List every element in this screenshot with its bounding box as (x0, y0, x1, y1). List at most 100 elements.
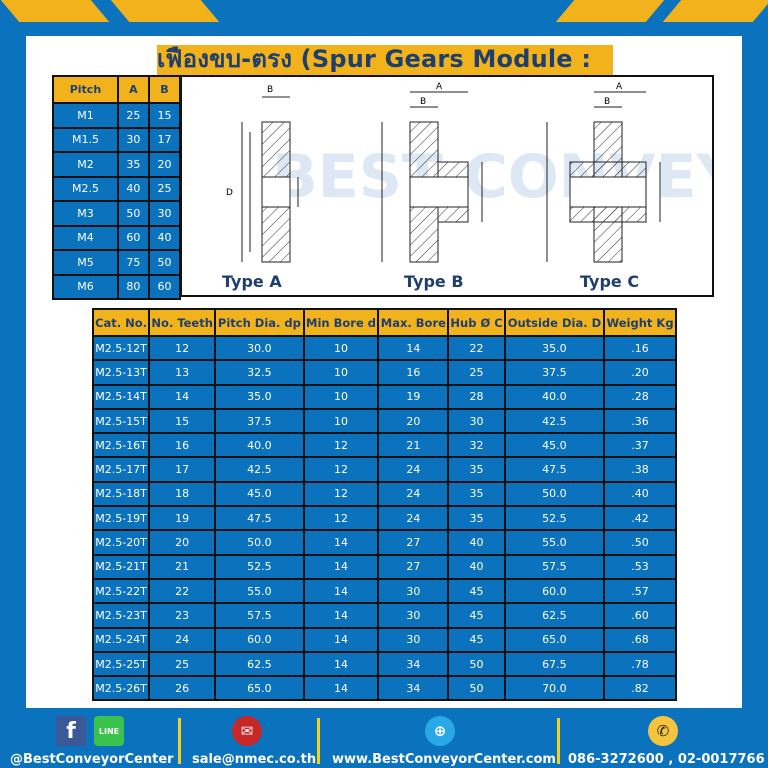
table-cell: 24 (377, 480, 450, 508)
table-cell: 50 (447, 675, 506, 702)
table-cell: 67.5 (503, 650, 606, 678)
table-row: M2.5-26T 26 65.0 14 34 50 70.0.82 (91, 675, 677, 702)
table-cell: 27 (377, 529, 450, 556)
table-cell: M2.5-17T (91, 456, 151, 483)
table-row: M1 25 15 (52, 102, 182, 129)
phone-icon[interactable]: ✆ (648, 716, 678, 746)
table-cell: M2.5-23T (91, 602, 151, 629)
table-cell: 24 (377, 456, 450, 483)
table-cell: 30 (377, 626, 450, 653)
column-header: Pitch (52, 75, 119, 104)
table-row: M5 75 50 (52, 249, 182, 276)
table-row: M2.5-15T 15 37.5 10 20 30 42.5.36 (91, 407, 677, 435)
table-cell: 40.0 (214, 432, 305, 459)
table-cell: M2.5-21T (91, 553, 151, 580)
table-cell: 17 (148, 456, 217, 483)
table-cell: .68 (603, 626, 677, 653)
table-cell: M2.5-13T (91, 359, 151, 386)
table-cell: 60.0 (214, 626, 305, 653)
table-cell: 25 (147, 175, 182, 202)
table-cell: 21 (148, 553, 217, 580)
table-cell: 37.5 (214, 407, 305, 435)
table-cell: 35.0 (214, 383, 305, 410)
facebook-icon[interactable]: f (56, 716, 86, 746)
footer: f LINE @BestConveyorCenter ✉ sale@nmec.c… (0, 710, 768, 768)
table-cell: 25 (447, 359, 506, 386)
table-cell: .78 (603, 650, 677, 678)
table-cell: M2.5-15T (91, 407, 151, 435)
table-cell: 40 (116, 175, 150, 202)
table-cell: 57.5 (214, 602, 305, 629)
header-row: Pitch A B (52, 75, 182, 104)
divider (178, 718, 181, 764)
table-cell: 28 (447, 383, 506, 410)
table-cell: 34 (377, 650, 450, 678)
table-cell: M5 (52, 249, 119, 276)
dim-label: A (436, 82, 443, 92)
website-link[interactable]: www.BestConveyorCenter.com (332, 752, 556, 767)
type-a-label: Type A (222, 272, 282, 291)
table-cell: 25 (148, 650, 217, 678)
table-row: M4 60 40 (52, 224, 182, 251)
table-cell: M2.5-12T (91, 334, 151, 362)
table-cell: 70.0 (503, 675, 606, 702)
table-cell: 27 (377, 553, 450, 580)
table-cell: M2.5 (52, 175, 119, 202)
table-row: M6 80 60 (52, 273, 182, 300)
dim-label: B (604, 97, 610, 107)
table-cell: 23 (148, 602, 217, 629)
table-cell: 32 (447, 432, 506, 459)
table-cell: 30 (116, 126, 150, 153)
type-c-diagram (546, 91, 661, 263)
table-cell: 14 (148, 383, 217, 410)
phone-numbers[interactable]: 086-3272600 , 02-0017766 (568, 752, 765, 767)
table-cell: 24 (148, 626, 217, 653)
table-row: M2.5-21T 21 52.5 14 27 40 57.5.53 (91, 553, 677, 580)
table-cell: 50 (147, 249, 182, 276)
globe-icon[interactable]: ⊕ (425, 716, 455, 746)
table-cell: 14 (302, 553, 380, 580)
table-cell: 14 (302, 602, 380, 629)
table-cell: 35 (447, 456, 506, 483)
table-cell: M2.5-16T (91, 432, 151, 459)
table-row: M2.5-20T 20 50.0 14 27 40 55.0.50 (91, 529, 677, 556)
table-cell: 18 (148, 480, 217, 508)
table-cell: 24 (377, 505, 450, 532)
table-cell: 65.0 (214, 675, 305, 702)
table-cell: 75 (116, 249, 150, 276)
table-cell: .38 (603, 456, 677, 483)
email-icon[interactable]: ✉ (232, 716, 262, 746)
column-header: Cat. No. (91, 308, 151, 337)
table-cell: 52.5 (503, 505, 606, 532)
line-icon[interactable]: LINE (94, 716, 124, 746)
table-cell: .82 (603, 675, 677, 702)
table-cell: 57.5 (503, 553, 606, 580)
table-cell: 52.5 (214, 553, 305, 580)
email-link[interactable]: sale@nmec.co.th (192, 752, 317, 767)
decor-stripe (555, 0, 665, 22)
table-cell: .57 (603, 577, 677, 605)
table-row: M2.5-22T 22 55.0 14 30 45 60.0.57 (91, 577, 677, 605)
table-cell: 10 (302, 383, 380, 410)
table-row: M2.5-12T 12 30.0 10 14 22 35.0.16 (91, 334, 677, 362)
table-cell: M1.5 (52, 126, 119, 153)
table-cell: 14 (377, 334, 450, 362)
table-cell: 32.5 (214, 359, 305, 386)
table-cell: 22 (148, 577, 217, 605)
table-row: M3 50 30 (52, 200, 182, 227)
type-a-diagram (241, 96, 299, 263)
table-cell: 35 (447, 505, 506, 532)
table-cell: 60 (147, 273, 182, 300)
table-cell: 10 (302, 334, 380, 362)
decor-stripe (0, 0, 110, 22)
column-header: Outside Dia. D (503, 308, 606, 337)
decor-stripe (662, 0, 768, 22)
table-row: M2.5-24T 24 60.0 14 30 45 65.0.68 (91, 626, 677, 653)
type-b-label: Type B (404, 272, 464, 291)
social-handle[interactable]: @BestConveyorCenter (10, 752, 174, 767)
table-cell: 50 (447, 650, 506, 678)
table-row: M2.5-18T 18 45.0 12 24 35 50.0.40 (91, 480, 677, 508)
table-cell: M3 (52, 200, 119, 227)
table-cell: 65.0 (503, 626, 606, 653)
table-cell: 35.0 (503, 334, 606, 362)
